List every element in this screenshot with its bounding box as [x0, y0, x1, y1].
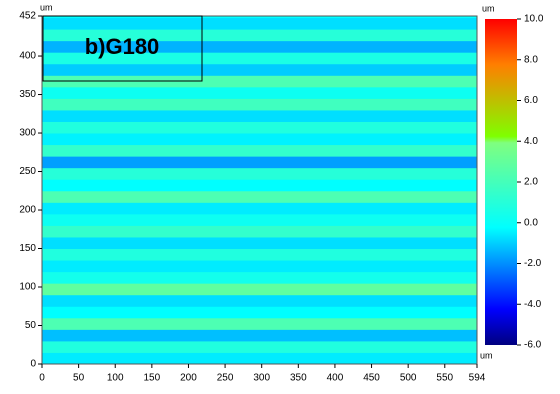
heat-band: [42, 248, 477, 261]
heat-band: [42, 121, 477, 134]
x-tick-label: 200: [180, 373, 197, 384]
x-tick-label: 0: [39, 373, 45, 384]
heat-band: [42, 86, 477, 99]
heat-band: [42, 133, 477, 146]
colorbar-tick-label: 10.0: [524, 14, 544, 25]
heat-band: [42, 306, 477, 319]
heat-band: [42, 29, 477, 42]
colorbar-unit: um: [482, 3, 495, 13]
heat-band: [42, 156, 477, 169]
y-tick-label: 300: [19, 128, 36, 139]
heat-band: [42, 329, 477, 342]
x-tick-label: 150: [144, 373, 161, 384]
x-tick-label: 300: [253, 373, 270, 384]
heat-band: [42, 225, 477, 238]
heat-band: [42, 167, 477, 180]
label-box: [42, 15, 203, 82]
heat-band: [42, 213, 477, 226]
x-tick-label: 450: [363, 373, 380, 384]
colorbar: [485, 19, 517, 345]
x-tick-label: 400: [327, 373, 344, 384]
y-tick-label: 0: [30, 359, 36, 370]
y-tick-label: 50: [25, 320, 37, 331]
heat-band: [42, 40, 477, 53]
heatmap: [42, 16, 477, 365]
y-tick-label: 350: [19, 89, 36, 100]
x-tick-label: 594: [469, 373, 486, 384]
x-tick-label: 100: [107, 373, 124, 384]
heat-band: [42, 271, 477, 284]
heat-band: [42, 236, 477, 250]
heat-band: [42, 144, 477, 157]
heat-band: [42, 352, 477, 365]
colorbar-tick-label: -2.0: [524, 258, 542, 269]
sample-label: b)G180: [85, 34, 160, 59]
heat-band: [42, 109, 477, 122]
heat-band: [42, 52, 477, 65]
colorbar-tick-label: 6.0: [524, 95, 538, 106]
y-tick-label: 100: [19, 282, 36, 293]
heat-band: [42, 75, 477, 88]
y-tick-label: 452: [19, 11, 36, 22]
x-tick-label: 50: [73, 373, 85, 384]
heat-band: [42, 317, 477, 330]
plot-frame: [41, 15, 478, 365]
heat-band: [42, 190, 477, 203]
heat-band: [42, 202, 477, 215]
x-unit: um: [480, 350, 493, 360]
heat-band: [42, 340, 477, 353]
y-tick-label: 150: [19, 243, 36, 254]
heat-band: [42, 283, 477, 296]
x-tick-label: 250: [217, 373, 234, 384]
heat-band: [42, 294, 477, 307]
x-tick-label: 350: [290, 373, 307, 384]
colorbar-tick-label: 8.0: [524, 54, 538, 65]
y-tick-label: 200: [19, 205, 36, 216]
x-tick-label: 550: [436, 373, 453, 384]
heat-band: [42, 17, 477, 30]
colorbar-tick-label: 2.0: [524, 177, 538, 188]
heat-band: [42, 98, 477, 111]
x-tick-label: 500: [400, 373, 417, 384]
y-tick-label: 250: [19, 166, 36, 177]
heat-band: [42, 179, 477, 192]
heat-band: [42, 16, 477, 19]
colorbar-tick-label: 0.0: [524, 217, 538, 228]
colorbar-tick-label: -6.0: [524, 340, 542, 351]
y-unit: um: [40, 2, 53, 12]
y-tick-label: 400: [19, 51, 36, 62]
heat-band: [42, 63, 477, 76]
colorbar-tick-label: -4.0: [524, 299, 542, 310]
heat-band: [42, 260, 477, 273]
colorbar-tick-label: 4.0: [524, 136, 538, 147]
